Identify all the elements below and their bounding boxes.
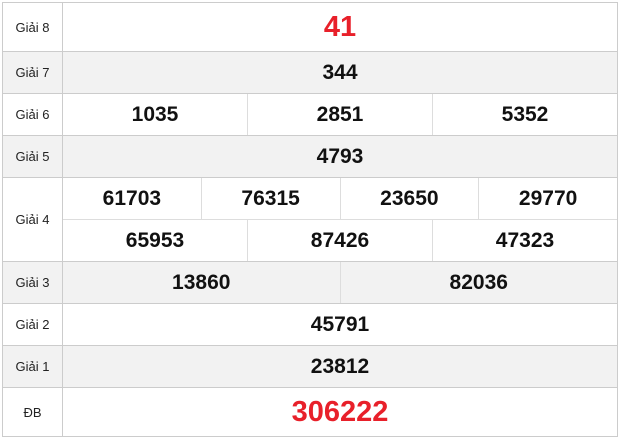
prize-row-giai-5: Giải 5 4793 bbox=[3, 136, 618, 178]
prize-label: ĐB bbox=[3, 388, 63, 436]
prize-label: Giải 1 bbox=[3, 346, 63, 387]
prize-number: 61703 bbox=[102, 186, 162, 210]
prize-number: 87426 bbox=[247, 220, 432, 261]
prize-row-giai-1: Giải 1 23812 bbox=[3, 346, 618, 388]
prize-number: 5352 bbox=[432, 94, 617, 135]
prize-number: 23650 bbox=[339, 178, 479, 219]
special-prize-number: 306222 bbox=[291, 395, 389, 428]
prize-number: 29770 bbox=[478, 178, 617, 219]
prize-label: Giải 4 bbox=[3, 178, 63, 261]
prize-number: 47323 bbox=[432, 220, 617, 261]
prize-label: Giải 3 bbox=[3, 262, 63, 303]
prize-row-giai-2: Giải 2 45791 bbox=[3, 304, 618, 346]
prize-label: Giải 6 bbox=[3, 94, 63, 135]
prize-number: 2851 bbox=[247, 94, 432, 135]
prize-number: 4793 bbox=[316, 144, 364, 168]
prize-number: 65953 bbox=[125, 228, 185, 252]
prize-label: Giải 5 bbox=[3, 136, 63, 177]
prize-row-special: ĐB 306222 bbox=[3, 388, 618, 437]
prize-number: 45791 bbox=[310, 312, 370, 336]
prize-number: 13860 bbox=[172, 270, 231, 294]
prize-number: 1035 bbox=[131, 102, 179, 126]
prize-number: 76315 bbox=[200, 178, 340, 219]
prize-row-giai-7: Giải 7 344 bbox=[3, 52, 618, 94]
prize-row-giai-4: Giải 4 61703 76315 23650 29770 65953 874… bbox=[3, 178, 618, 262]
prize-label: Giải 2 bbox=[3, 304, 63, 345]
prize-number: 41 bbox=[323, 10, 357, 43]
prize-number: 344 bbox=[322, 60, 358, 84]
prize-row-giai-6: Giải 6 1035 2851 5352 bbox=[3, 94, 618, 136]
prize-label: Giải 7 bbox=[3, 52, 63, 93]
prize-row-giai-3: Giải 3 13860 82036 bbox=[3, 262, 618, 304]
prize-number: 82036 bbox=[339, 262, 618, 303]
prize-label: Giải 8 bbox=[3, 3, 63, 51]
prize-row-giai-8: Giải 8 41 bbox=[3, 3, 618, 52]
prize-number: 23812 bbox=[310, 354, 370, 378]
